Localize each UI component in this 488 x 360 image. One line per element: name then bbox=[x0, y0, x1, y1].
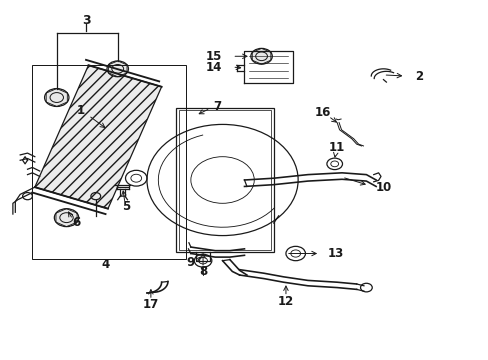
Text: 9: 9 bbox=[186, 256, 195, 269]
Text: 7: 7 bbox=[213, 100, 221, 113]
Text: 14: 14 bbox=[206, 60, 222, 73]
Text: 10: 10 bbox=[375, 181, 391, 194]
Text: 13: 13 bbox=[327, 247, 343, 260]
Bar bbox=[32, 65, 185, 259]
Bar bbox=[176, 108, 273, 252]
Text: 1: 1 bbox=[77, 104, 85, 117]
Text: 8: 8 bbox=[199, 265, 207, 278]
Text: 5: 5 bbox=[122, 201, 130, 213]
Text: 3: 3 bbox=[81, 14, 90, 27]
Circle shape bbox=[54, 209, 79, 226]
Text: 15: 15 bbox=[206, 50, 222, 63]
Bar bbox=[179, 111, 270, 249]
Text: 6: 6 bbox=[72, 216, 80, 229]
Circle shape bbox=[107, 61, 128, 77]
Text: 17: 17 bbox=[142, 298, 159, 311]
Circle shape bbox=[250, 48, 272, 64]
Text: 12: 12 bbox=[277, 295, 293, 308]
Text: 2: 2 bbox=[414, 69, 423, 82]
Text: 16: 16 bbox=[314, 106, 330, 119]
Polygon shape bbox=[35, 65, 161, 209]
Circle shape bbox=[44, 89, 69, 107]
Text: 11: 11 bbox=[328, 140, 345, 153]
Text: 4: 4 bbox=[101, 258, 109, 271]
